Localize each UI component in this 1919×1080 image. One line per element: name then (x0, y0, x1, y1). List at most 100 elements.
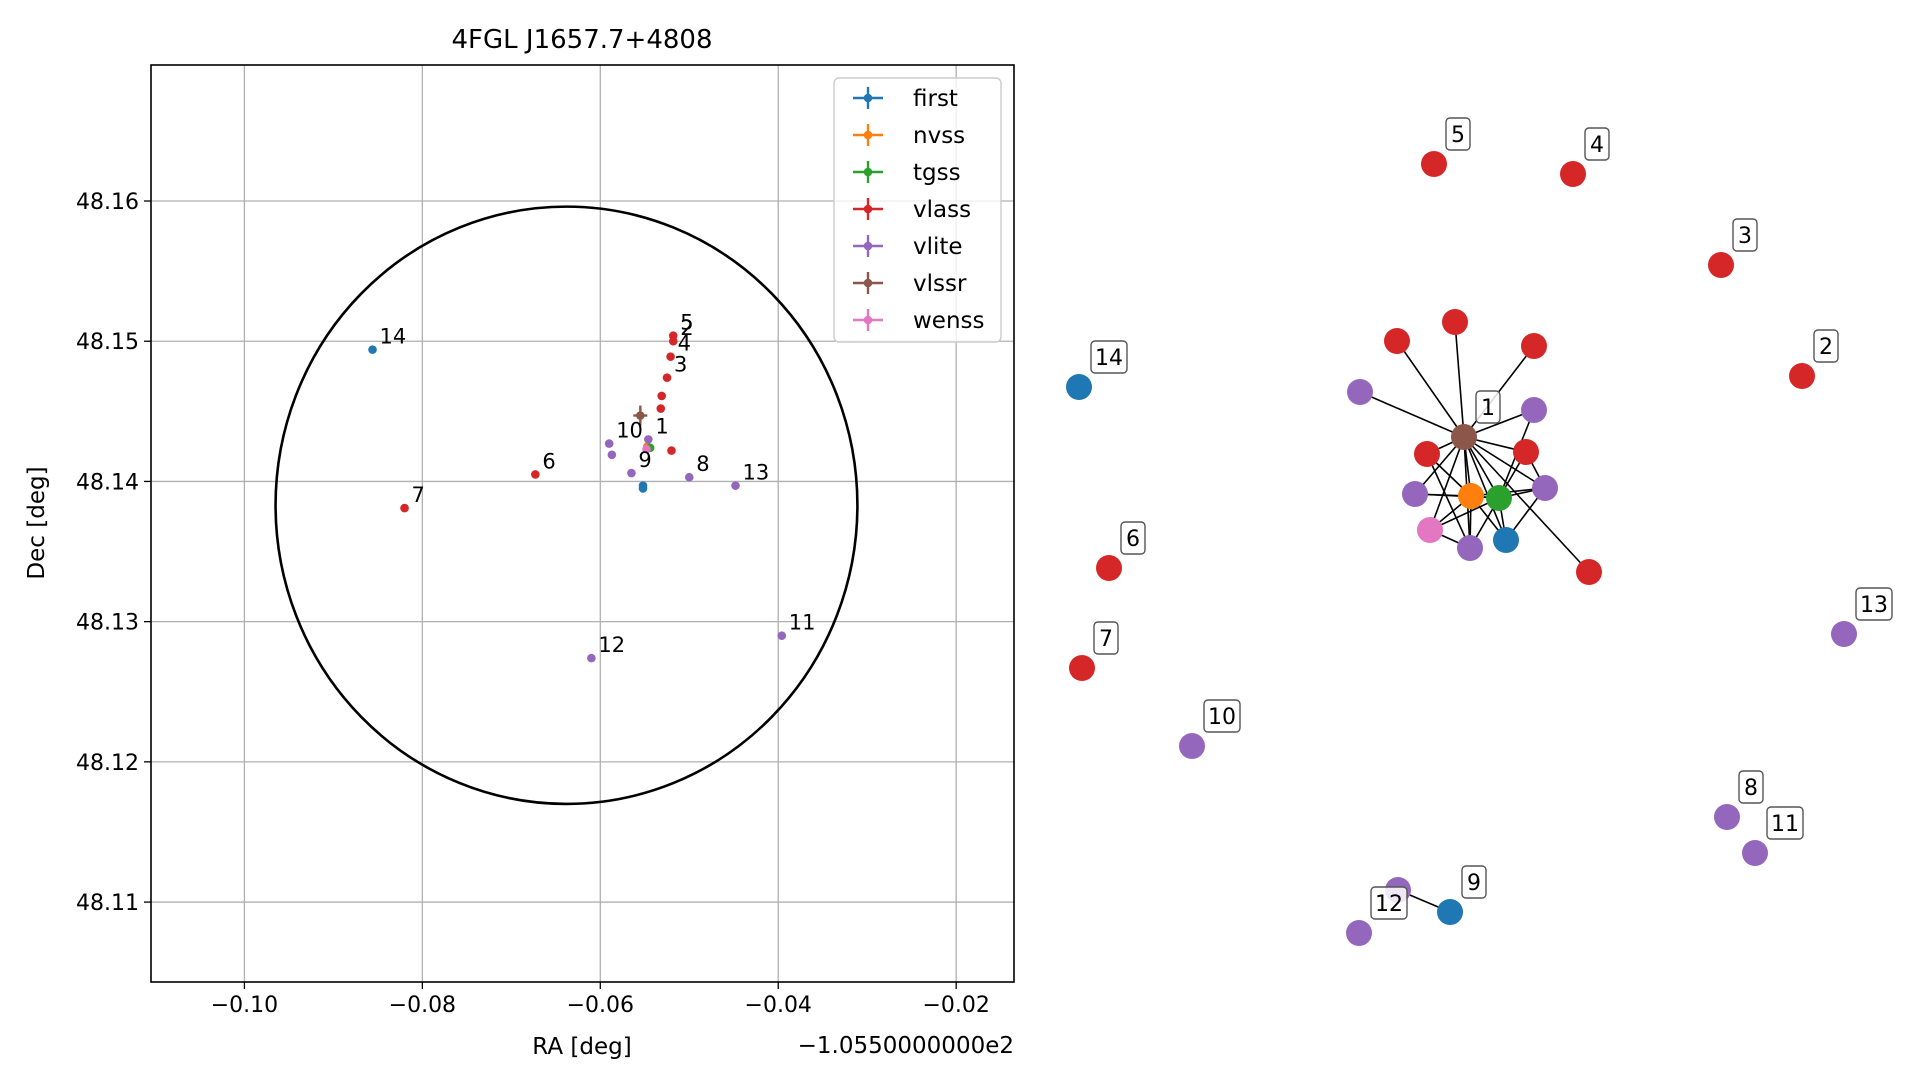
data-point-vlass (531, 470, 540, 479)
y-tick-label: 48.12 (76, 751, 139, 776)
x-tick-label: −0.04 (745, 993, 812, 1018)
graph-edge (1429, 436, 1465, 531)
node-label-box (1090, 340, 1128, 374)
data-point-vlite (644, 435, 653, 444)
point-label: 2 (680, 316, 693, 340)
graph-node-tgss (1486, 485, 1512, 511)
graph-node-vlass (1096, 555, 1122, 581)
graph-node-vlite (1532, 475, 1558, 501)
node-label: 3 (1738, 224, 1752, 249)
graph-node-wenss (1417, 517, 1443, 543)
legend-label-vlite: vlite (913, 234, 963, 260)
graph-node-vlite (1831, 621, 1857, 647)
legend-label-tgss: tgss (913, 160, 961, 186)
graph-node-vlass (1708, 252, 1734, 278)
x-tick-label: −0.02 (922, 993, 989, 1018)
graph-node-vlass (1442, 309, 1468, 335)
node-label: 7 (1099, 627, 1113, 652)
node-label: 5 (1451, 123, 1465, 148)
graph-node-vlite (1346, 920, 1372, 946)
node-label: 9 (1467, 871, 1481, 896)
graph-edge (1454, 321, 1465, 438)
data-point-first (638, 481, 648, 490)
point-label: 11 (789, 611, 816, 635)
graph-node-vlass (1513, 439, 1539, 465)
y-axis-label: Dec [deg] (24, 466, 50, 579)
graph-edge (1463, 436, 1546, 489)
node-label: 13 (1860, 593, 1888, 618)
node-label: 14 (1095, 346, 1123, 371)
legend-label-vlass: vlass (913, 197, 971, 223)
data-point-vlite (607, 450, 617, 460)
data-point-first (368, 345, 377, 354)
legend-label-nvss: nvss (913, 123, 965, 149)
graph-node-first (1066, 374, 1092, 400)
data-point-vlite (777, 631, 787, 640)
point-label: 1 (655, 414, 668, 438)
data-point-vlass (657, 391, 666, 401)
graph-node-vlass (1576, 559, 1602, 585)
graph-node-vlite (1457, 535, 1483, 561)
point-label: 13 (743, 461, 770, 485)
data-point-vlass (656, 404, 666, 413)
graph-edges (1359, 321, 1590, 913)
node-label-box (1475, 390, 1501, 424)
point-label: 14 (380, 325, 407, 349)
node-label: 11 (1771, 812, 1799, 837)
node-label: 10 (1208, 705, 1236, 730)
legend-marker-dot (863, 204, 873, 214)
localization-circle (274, 205, 859, 806)
legend-items: first nvss tgss vlass vlite vlssr wenss (853, 86, 985, 334)
graph-node-vlssr (1451, 424, 1477, 450)
graph-node-vlite (1521, 397, 1547, 423)
legend-marker-dot (863, 93, 873, 103)
data-point-vlssr (636, 411, 645, 420)
x-tick-label: −0.06 (567, 993, 634, 1018)
graph-node-vlass (1414, 441, 1440, 467)
data-point-wenss (642, 444, 651, 454)
graph-node-vlass (1384, 328, 1410, 354)
legend-marker-dot (863, 130, 873, 140)
data-point-vlass (667, 446, 676, 455)
node-label-box (1120, 521, 1146, 555)
node-label: 8 (1744, 776, 1758, 801)
graph-node-vlass (1421, 151, 1447, 177)
data-point-vlass (662, 373, 672, 382)
graph-node-vlass (1560, 161, 1586, 187)
legend-marker-dot (863, 167, 873, 177)
point-label: 8 (696, 452, 709, 476)
legend-marker-dot (863, 241, 873, 251)
point-label: 6 (542, 449, 555, 473)
legend: first nvss tgss vlass vlite vlssr wenss (833, 77, 1002, 343)
node-label-box (1813, 329, 1839, 363)
point-label: 5 (680, 311, 693, 335)
graph-node-vlite (1742, 840, 1768, 866)
point-label: 3 (674, 353, 687, 377)
node-label-box (1855, 587, 1893, 621)
graph-edge (1426, 453, 1471, 549)
data-point-vlite (731, 481, 740, 490)
point-label: 10 (616, 419, 643, 443)
node-label-box (1093, 621, 1119, 655)
x-tick-label: −0.10 (211, 993, 278, 1018)
legend-label-first: first (913, 86, 958, 112)
axis-ticks: −0.10 −0.08 −0.06 −0.04 −0.02 48.11 48.12 48.13… (76, 190, 990, 1018)
node-label: 2 (1819, 335, 1833, 360)
x-axis-offset: −1.0550000000e2 (798, 1033, 1014, 1059)
data-point-vlite (587, 653, 596, 663)
node-label-box (1732, 218, 1758, 252)
data-point-vlite (604, 439, 614, 448)
graph-edge (1414, 493, 1500, 499)
data-point-vlass (666, 352, 675, 361)
plot-frame (150, 64, 1015, 983)
node-label: 4 (1590, 133, 1604, 158)
node-label-box (1766, 806, 1804, 840)
y-tick-label: 48.16 (76, 190, 139, 215)
node-label-box (1370, 886, 1408, 920)
graph-edge (1359, 391, 1465, 438)
node-label-box (1584, 127, 1610, 161)
